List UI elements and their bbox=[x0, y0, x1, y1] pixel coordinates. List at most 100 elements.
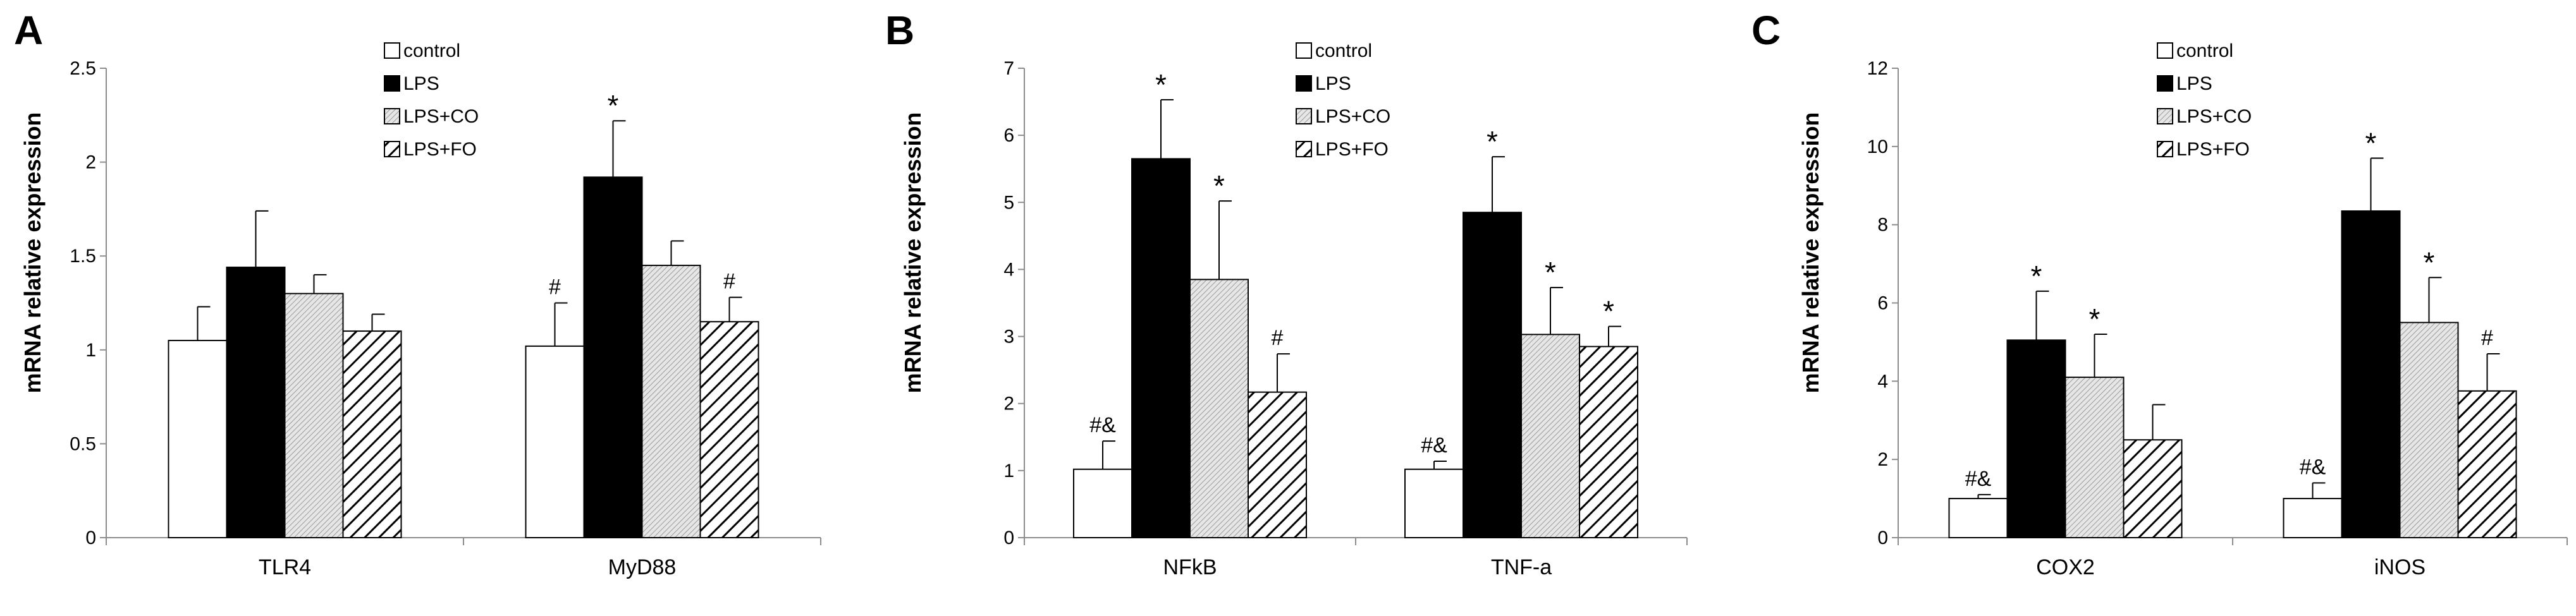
bar-lps-fo-tnf-a bbox=[1579, 346, 1638, 538]
y-tick-label: 0 bbox=[85, 528, 96, 548]
bar-lps-co-tnf-a bbox=[1521, 334, 1580, 538]
significance-label-lps-co-cox2: * bbox=[2089, 303, 2101, 335]
y-tick-label: 10 bbox=[1867, 136, 1888, 157]
panel-b: B mRNA relative expression 0 1 2 3 4 5 6 7 NFkB T… bbox=[885, 8, 1688, 579]
legend-c: control LPS LPS+CO LPS+FO bbox=[2157, 40, 2252, 160]
legend-swatch-lps-fo bbox=[1296, 141, 1312, 157]
legend-swatch-lps-co bbox=[384, 108, 400, 124]
significance-label-control-myd88: # bbox=[549, 275, 561, 299]
y-tick-label: 1 bbox=[85, 340, 96, 361]
legend-swatch-lps-fo bbox=[2157, 141, 2173, 157]
panel-letter-c: C bbox=[1751, 8, 1781, 53]
bar-control-nfkb bbox=[1073, 468, 1132, 539]
bar-lps-co-cox2 bbox=[2064, 377, 2125, 538]
legend-label-lps-co: LPS+CO bbox=[2176, 106, 2252, 127]
significance-label-lps-fo-myd88: # bbox=[723, 270, 735, 294]
legend-a: control LPS LPS+CO LPS+FO bbox=[384, 40, 479, 160]
legend-label-lps-co: LPS+CO bbox=[403, 106, 479, 127]
x-category-label-nfkb: NFkB bbox=[1163, 555, 1217, 579]
y-tick-label: 12 bbox=[1867, 58, 1888, 79]
y-axis-title-a: mRNA relative expression bbox=[20, 112, 46, 394]
y-tick-label: 1.5 bbox=[70, 246, 96, 267]
significance-label-lps-co-nfkb: * bbox=[1213, 169, 1225, 202]
legend-swatch-lps bbox=[1296, 75, 1312, 92]
bar-lps-co-tlr4 bbox=[284, 293, 344, 538]
legend-label-control: control bbox=[1315, 40, 1372, 61]
legend-swatch-lps-fo bbox=[384, 141, 400, 157]
legend-swatch-control bbox=[1296, 42, 1312, 59]
y-axis-title-b: mRNA relative expression bbox=[900, 112, 926, 394]
bar-lps-tlr4 bbox=[226, 267, 286, 538]
significance-label-control-tnf-a: #& bbox=[1421, 433, 1447, 457]
significance-label-lps-nfkb: * bbox=[1155, 68, 1167, 101]
y-tick-label: 0 bbox=[1877, 528, 1888, 548]
bar-lps-fo-cox2 bbox=[2123, 439, 2183, 538]
y-tick-label: 0 bbox=[1003, 528, 1014, 548]
y-tick-label: 7 bbox=[1003, 58, 1014, 79]
bar-control-tlr4 bbox=[168, 339, 228, 538]
significance-label-lps-fo-nfkb: # bbox=[1272, 326, 1284, 350]
legend-label-lps: LPS bbox=[2176, 73, 2212, 94]
bar-lps-co-myd88 bbox=[641, 265, 701, 538]
legend-b: control LPS LPS+CO LPS+FO bbox=[1296, 40, 1390, 160]
legend-swatch-lps-co bbox=[1296, 108, 1312, 124]
legend-swatch-control bbox=[2157, 42, 2173, 59]
significance-label-lps-fo-tnf-a: * bbox=[1603, 295, 1614, 328]
significance-label-lps-inos: * bbox=[2365, 126, 2377, 159]
bar-lps-fo-inos bbox=[2457, 390, 2517, 538]
x-category-label-tnf-a: TNF-a bbox=[1491, 555, 1552, 579]
bar-lps-fo-nfkb bbox=[1248, 391, 1307, 538]
y-tick-label: 2.5 bbox=[70, 58, 96, 79]
significance-label-lps-co-inos: * bbox=[2424, 246, 2435, 279]
y-tick-label: 2 bbox=[85, 152, 96, 173]
panel-a: A mRNA relative expression 0 0.5 1 1.5 2 2.5 T… bbox=[14, 8, 821, 579]
bar-control-myd88 bbox=[525, 345, 585, 539]
bar-lps-fo-tlr4 bbox=[342, 330, 402, 539]
legend-swatch-lps bbox=[384, 75, 400, 92]
bar-lps-co-nfkb bbox=[1189, 279, 1249, 538]
y-tick-label: 1 bbox=[1003, 461, 1014, 481]
bar-control-inos bbox=[2283, 498, 2343, 538]
legend-label-lps-fo: LPS+FO bbox=[2176, 139, 2250, 160]
y-tick-label: 0.5 bbox=[70, 433, 96, 454]
y-tick-label: 4 bbox=[1003, 259, 1014, 280]
x-category-label-cox2: COX2 bbox=[2036, 555, 2095, 579]
bar-lps-inos bbox=[2341, 210, 2401, 538]
y-tick-label: 6 bbox=[1003, 125, 1014, 146]
x-category-label-tlr4: TLR4 bbox=[259, 555, 311, 579]
significance-label-lps-tnf-a: * bbox=[1487, 125, 1498, 158]
y-axis-title-c: mRNA relative expression bbox=[1798, 112, 1824, 394]
axes-c: 0 2 4 6 8 10 12 COX2 iNOS bbox=[1867, 58, 2568, 579]
legend-swatch-lps-co bbox=[2157, 108, 2173, 124]
y-tick-label: 2 bbox=[1003, 394, 1014, 414]
significance-label-lps-cox2: * bbox=[2031, 260, 2042, 293]
bar-lps-nfkb bbox=[1131, 158, 1191, 539]
legend-label-lps: LPS bbox=[1315, 73, 1351, 94]
legend-label-lps-fo: LPS+FO bbox=[1315, 139, 1389, 160]
y-tick-label: 8 bbox=[1877, 215, 1888, 236]
bar-control-tnf-a bbox=[1404, 468, 1464, 539]
panel-c: C mRNA relative expression 0 2 4 6 8 10 12 COX2… bbox=[1751, 8, 2568, 579]
legend-swatch-control bbox=[384, 42, 400, 59]
panel-letter-a: A bbox=[14, 8, 43, 53]
panel-letter-b: B bbox=[885, 8, 914, 53]
bar-lps-cox2 bbox=[2006, 339, 2066, 539]
bars-a: # * # bbox=[168, 89, 759, 539]
significance-label-control-cox2: #& bbox=[1965, 467, 1992, 491]
legend-label-lps-co: LPS+CO bbox=[1315, 106, 1390, 127]
legend-label-control: control bbox=[403, 40, 460, 61]
axes-b: 0 1 2 3 4 5 6 7 NFkB TNF-a bbox=[1003, 58, 1688, 579]
significance-label-control-inos: #& bbox=[2300, 455, 2326, 479]
y-tick-label: 3 bbox=[1003, 327, 1014, 347]
significance-label-control-nfkb: #& bbox=[1089, 413, 1116, 437]
bar-lps-tnf-a bbox=[1463, 212, 1522, 538]
bar-lps-fo-myd88 bbox=[699, 321, 759, 538]
bar-lps-co-inos bbox=[2399, 322, 2459, 538]
x-category-label-inos: iNOS bbox=[2374, 555, 2426, 579]
y-tick-label: 5 bbox=[1003, 192, 1014, 213]
y-tick-label: 4 bbox=[1877, 371, 1888, 392]
bar-lps-myd88 bbox=[583, 176, 643, 539]
bars-c: #& * * #& * * # bbox=[1948, 126, 2517, 539]
legend-swatch-lps bbox=[2157, 75, 2173, 92]
